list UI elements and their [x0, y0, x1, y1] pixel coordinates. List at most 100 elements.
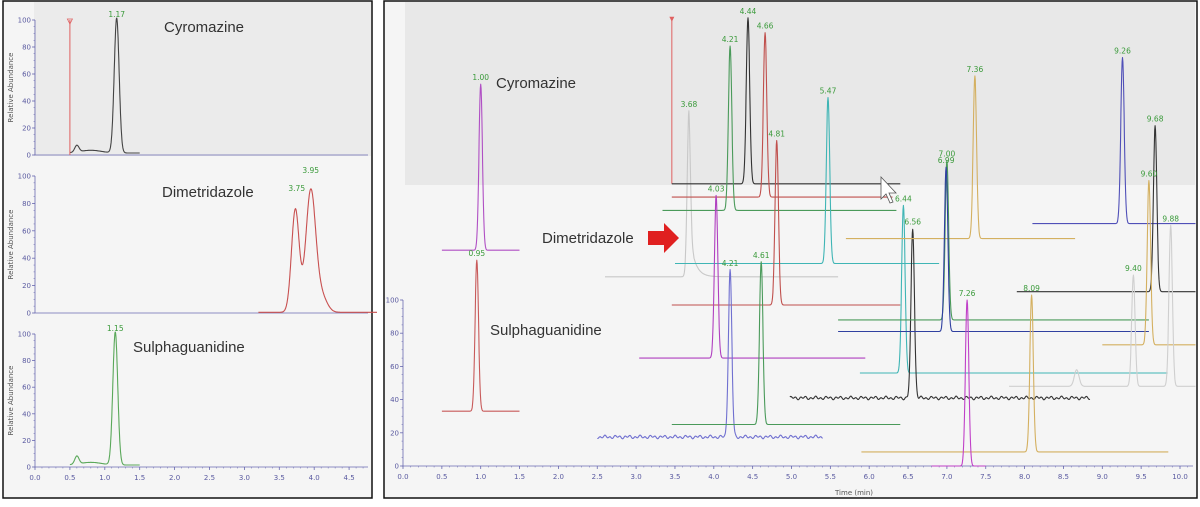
marker-triangle-icon: [669, 16, 675, 22]
relative-abundance-label-top: Relative Abundance: [7, 53, 15, 123]
left-y-tick-label: 40: [22, 98, 31, 106]
right-y-tick-label: 20: [390, 429, 399, 437]
peak-label: 4.81: [768, 130, 785, 139]
left-y-tick-label: 0: [27, 464, 31, 472]
trace-13: [789, 228, 1091, 401]
trace-20: [1008, 224, 1196, 387]
right-plot: 0 20 40 60 80 100 0.0 0.5 1.0 1.5 2.0 2.5 3.0 3.5 4.0 4…: [386, 7, 1196, 481]
peak-label: 7.26: [959, 289, 976, 298]
label-sulphaguanidine-left: Sulphaguanidine: [133, 339, 245, 356]
left-x-tick-label: 4.5: [344, 474, 355, 482]
peak-label: 3.68: [681, 100, 698, 109]
left-y-tick-label: 100: [18, 173, 31, 181]
label-sulphaguanidine: Sulphaguanidine: [490, 322, 602, 339]
trace-15: [837, 160, 1150, 321]
peak-label: 5.47: [820, 86, 837, 95]
trace-17: [1032, 57, 1196, 225]
trace-16: [837, 166, 1150, 333]
trace-12: [859, 204, 1168, 374]
relative-abundance-label-mid: Relative Abundance: [7, 210, 15, 280]
trace-9: [639, 194, 866, 359]
right-y-tick-label: 100: [386, 297, 399, 305]
left-x-tick-label: 4.0: [309, 474, 320, 482]
left-top-shade: [34, 2, 371, 156]
peak-label: 0.95: [468, 249, 485, 258]
label-dimetridazole-left: Dimetridazole: [162, 184, 254, 201]
left-y-tick-label: 60: [22, 71, 31, 79]
trace-8: [671, 140, 901, 306]
mouse-cursor-icon: [880, 175, 897, 204]
trace-1: [441, 83, 520, 251]
trace-19: [1102, 179, 1196, 346]
peak-label: 9.68: [1147, 115, 1164, 124]
left-plots: 0 20 40 60 80 100 Relative Abundance 1.17 0 20 40 6…: [7, 10, 377, 482]
peak-label: 4.03: [708, 184, 725, 193]
peak-label: 3.75: [288, 184, 305, 193]
left-y-tick-label: 80: [22, 200, 31, 208]
left-x-tick-label: 2.0: [169, 474, 180, 482]
peak-label: 3.95: [302, 166, 319, 175]
x-axis-title: Time (min): [834, 489, 873, 497]
label-cyromazine: Cyromazine: [496, 75, 576, 92]
peak-label: 7.00: [939, 150, 956, 159]
left-y-tick-label: 100: [18, 331, 31, 339]
right-x-tick-label: 4.0: [708, 473, 719, 481]
left-y-tick-label: 20: [22, 282, 31, 290]
trace-14: [845, 75, 1076, 240]
left-x-tick-label: 0.5: [64, 474, 75, 482]
trace-6: [662, 45, 897, 211]
trace-7: [674, 96, 940, 265]
left-x-tick-label: 1.0: [99, 474, 110, 482]
right-y-tick-label: 60: [390, 363, 399, 371]
peak-label: 8.09: [1023, 284, 1040, 293]
right-x-tick-label: 8.5: [1058, 473, 1069, 481]
peak-label: 4.61: [753, 251, 770, 260]
left-x-tick-label: 1.5: [134, 474, 145, 482]
left-y-tick-label: 80: [22, 44, 31, 52]
trace-4: [671, 17, 901, 185]
right-x-tick-label: 5.0: [786, 473, 797, 481]
right-x-tick-label: 2.0: [553, 473, 564, 481]
left-x-tick-label: 2.5: [204, 474, 215, 482]
right-x-tick-label: 7.5: [980, 473, 991, 481]
relative-abundance-label-bottom: Relative Abundance: [7, 366, 15, 436]
right-x-tick-label: 10.0: [1172, 473, 1188, 481]
right-y-tick-label: 0: [395, 463, 399, 471]
trace-2: [441, 259, 520, 412]
right-x-tick-label: 0.5: [436, 473, 447, 481]
marker-triangle-icon: [66, 18, 74, 25]
peak-label: 9.26: [1114, 47, 1131, 56]
left-y-tick-label: 100: [18, 17, 31, 25]
left-y-tick-label: 60: [22, 227, 31, 235]
right-x-tick-label: 9.5: [1136, 473, 1147, 481]
right-x-tick-label: 9.0: [1097, 473, 1108, 481]
left-y-tick-label: 80: [22, 357, 31, 365]
right-panel: 0 20 40 60 80 100 0.0 0.5 1.0 1.5 2.0 2.5 3.0 3.5 4.0 4…: [383, 0, 1198, 499]
red-arrow-icon: [648, 223, 679, 253]
left-trace-cyromazine: [69, 17, 140, 154]
trace-5: [671, 32, 893, 198]
right-x-tick-label: 2.5: [592, 473, 603, 481]
peak-label: 7.36: [967, 65, 984, 74]
left-trace-sulphaguanidine: [69, 331, 140, 466]
left-y-tick-label: 20: [22, 125, 31, 133]
left-x-tick-label: 3.5: [274, 474, 285, 482]
right-x-tick-label: 4.5: [747, 473, 758, 481]
right-x-tick-label: 1.5: [514, 473, 525, 481]
trace-3: [604, 110, 839, 278]
right-x-tick-label: 8.0: [1019, 473, 1030, 481]
right-x-tick-label: 1.0: [475, 473, 486, 481]
right-top-shade: [405, 2, 1195, 185]
peak-label: 1.17: [108, 10, 125, 19]
peak-label: 1.00: [472, 73, 489, 82]
right-x-tick-label: 7.0: [941, 473, 952, 481]
trace-10: [597, 268, 823, 440]
peak-label: 9.40: [1125, 264, 1142, 273]
right-y-tick-label: 40: [390, 396, 399, 404]
left-x-tick-label: 3.0: [239, 474, 250, 482]
peak-label: 6.56: [904, 218, 921, 227]
trace-18: [1016, 125, 1196, 293]
left-y-tick-label: 40: [22, 410, 31, 418]
right-x-tick-label: 5.5: [825, 473, 836, 481]
left-y-tick-label: 0: [27, 152, 31, 160]
